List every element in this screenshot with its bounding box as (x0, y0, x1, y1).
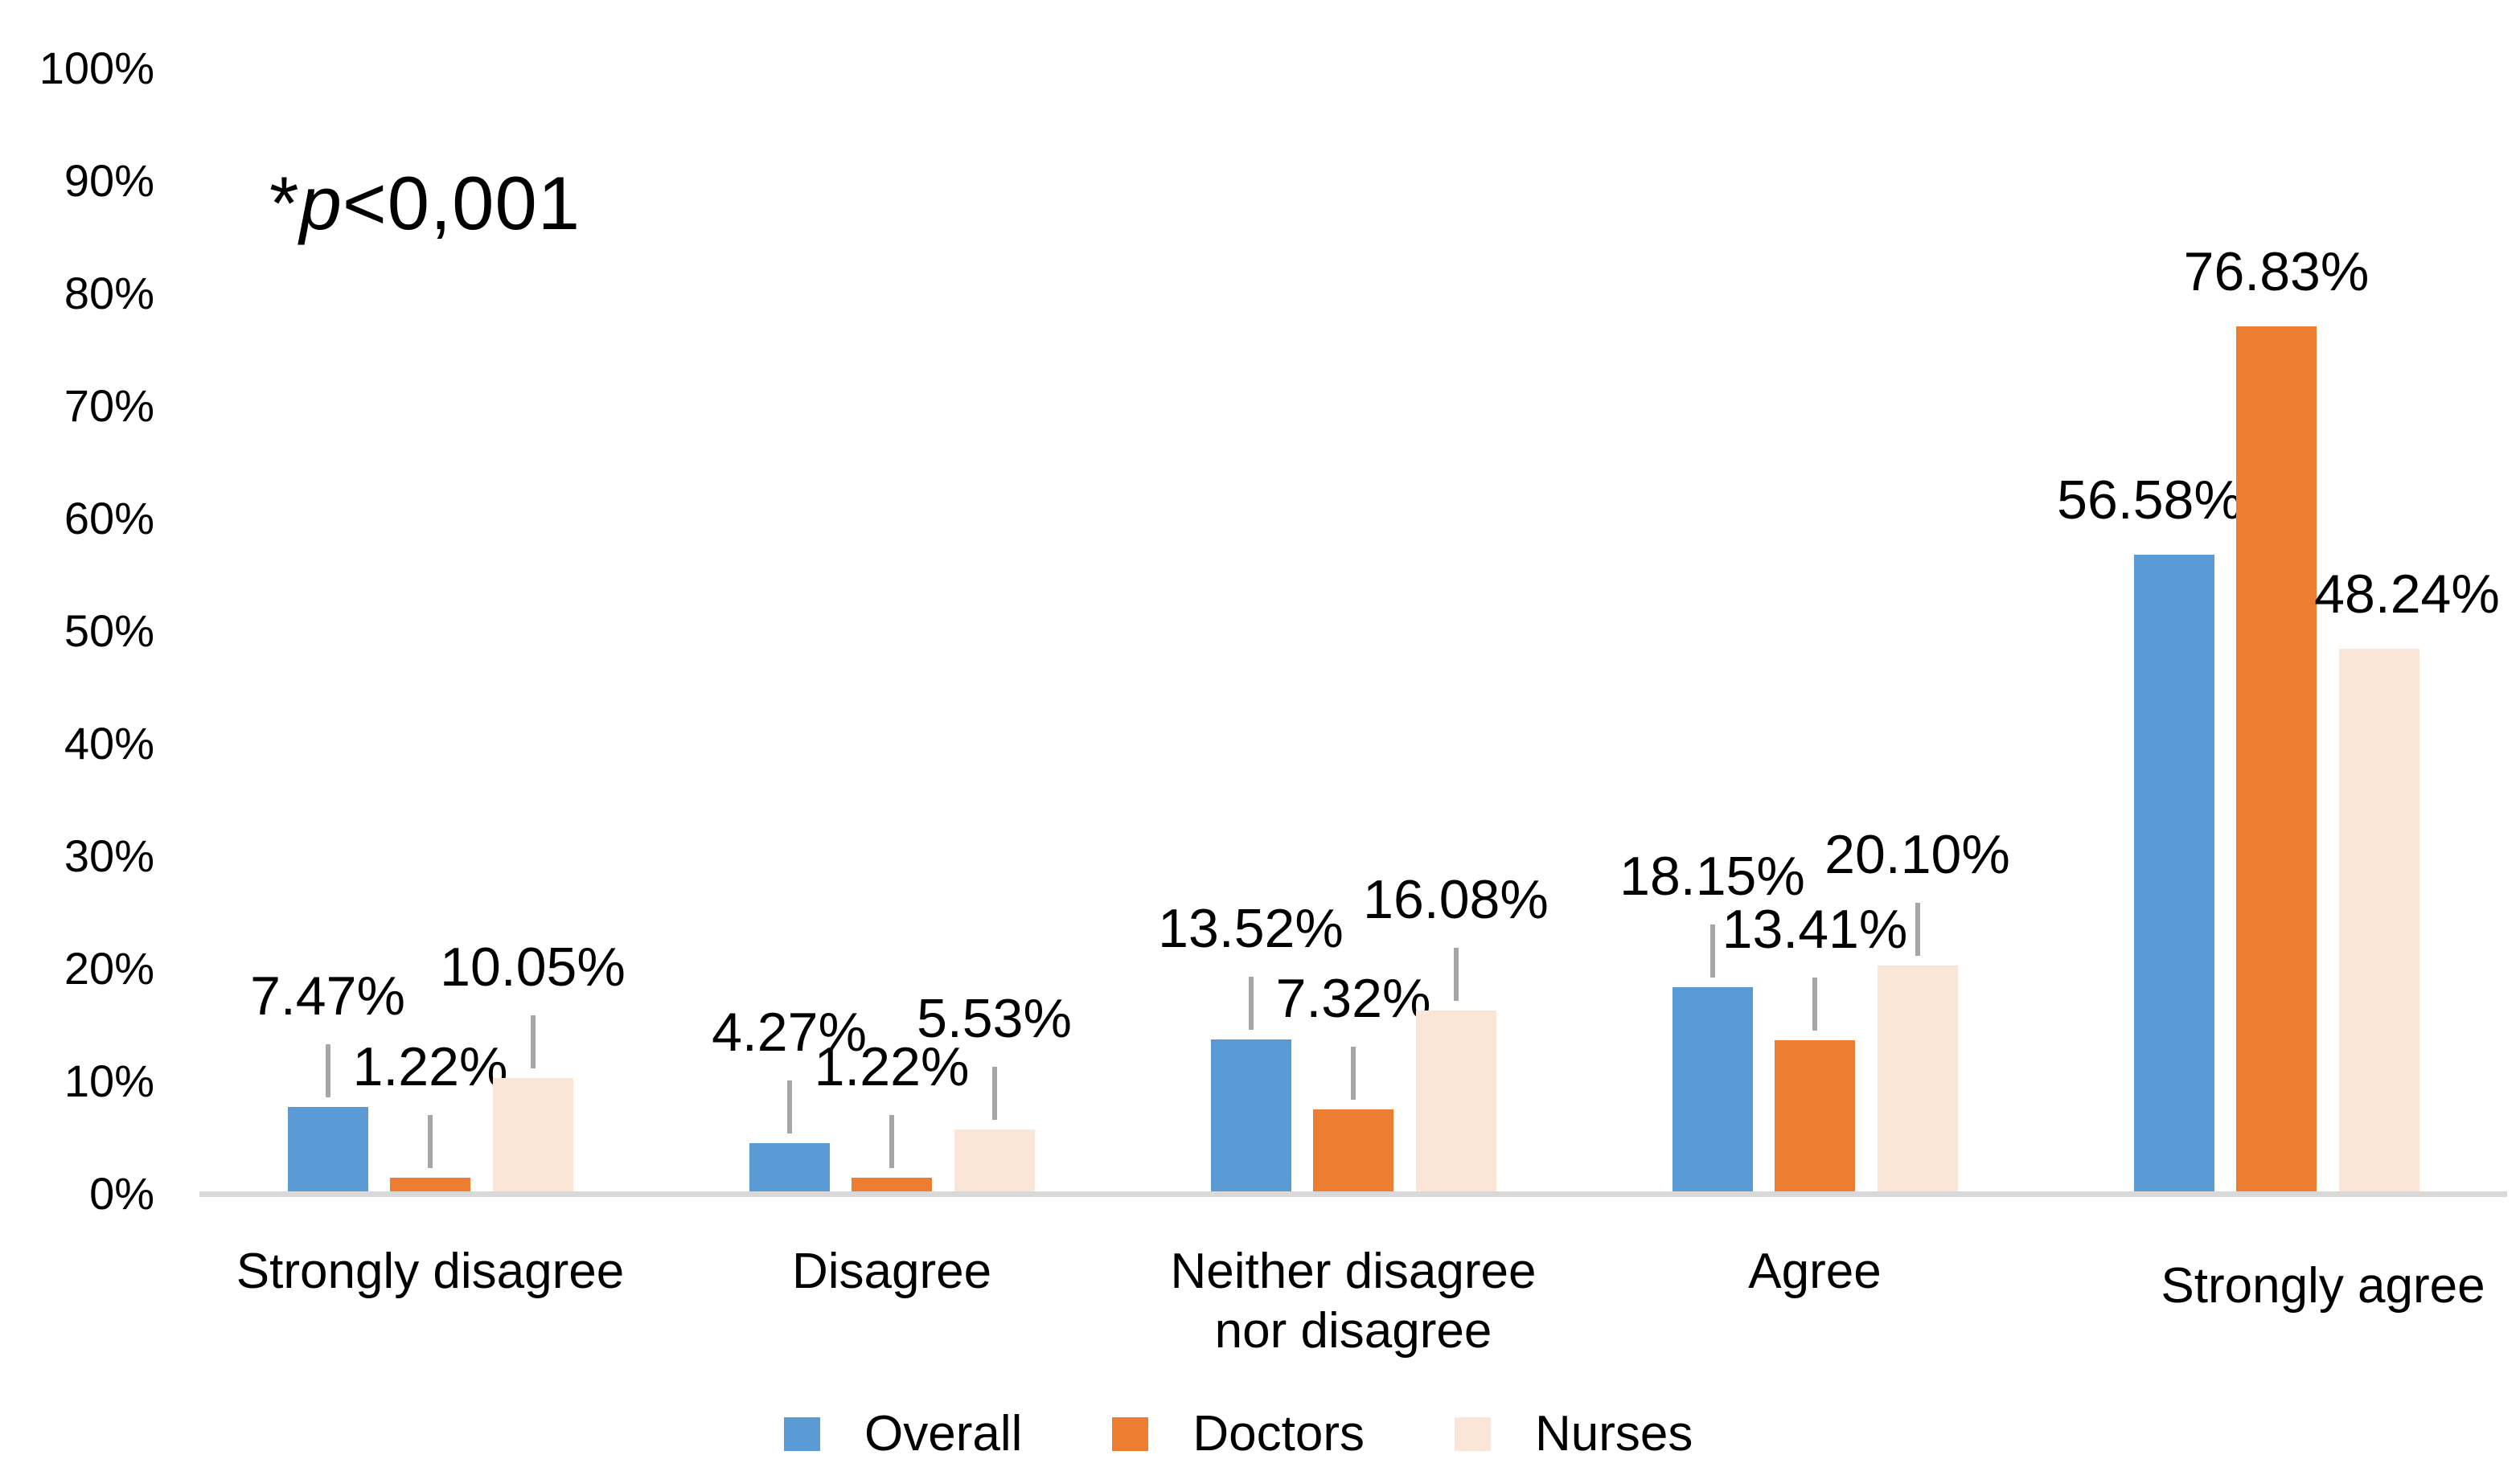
data-label-leader-line (1248, 976, 1254, 1030)
data-label-leader-line (1915, 902, 1920, 956)
y-axis-tick-label: 0% (89, 1168, 154, 1219)
data-label-leader-line (1709, 924, 1715, 978)
y-axis-tick-label: 80% (64, 268, 154, 318)
data-label-leader-line (1351, 1046, 1356, 1100)
value-label-overall: 7.47% (250, 965, 405, 1027)
value-label-nurses: 5.53% (917, 987, 1072, 1049)
value-label-doctors: 7.32% (1275, 967, 1431, 1029)
value-label-nurses: 20.10% (1824, 823, 2010, 885)
doctors-bar-agree (1775, 1040, 1855, 1191)
data-label-leader-line (428, 1114, 433, 1168)
legend-label-overall: Overall (864, 1406, 1023, 1461)
nurses-bar-strongly-agree (2338, 648, 2419, 1191)
nurses-bar-neither-disagree-nor-disagree (1415, 1010, 1496, 1191)
data-label-leader-line (1812, 978, 1817, 1031)
p-value-annotation: *p<0,001 (269, 159, 581, 248)
value-label-overall: 4.27% (712, 1002, 867, 1064)
y-axis-tick-label: 60% (64, 493, 154, 543)
value-label-nurses: 16.08% (1363, 868, 1549, 930)
category-label-strongly-disagree: Strongly disagree (236, 1244, 625, 1299)
y-axis-tick-label: 100% (39, 43, 154, 93)
value-label-doctors: 76.83% (2183, 241, 2370, 303)
legend-swatch-overall (784, 1417, 820, 1451)
category-label-strongly-agree: Strongly agree (2161, 1258, 2485, 1314)
y-axis-tick-label: 10% (64, 1056, 154, 1106)
y-axis-tick-label: 20% (64, 943, 154, 994)
y-axis-tick-label: 70% (64, 380, 154, 431)
data-label-leader-line (991, 1066, 997, 1120)
data-label-leader-line (1453, 947, 1459, 1001)
legend-label-nurses: Nurses (1535, 1406, 1693, 1461)
category-label-disagree: Disagree (791, 1244, 992, 1299)
y-axis-tick-label: 50% (64, 605, 154, 656)
legend-swatch-doctors (1112, 1417, 1149, 1451)
x-axis-baseline (199, 1191, 2507, 1197)
value-label-doctors: 13.41% (1722, 899, 1908, 961)
legend-swatch-nurses (1455, 1417, 1491, 1451)
legend: Overall Doctors Nurses (784, 1405, 1783, 1463)
doctors-bar-disagree (852, 1177, 932, 1191)
legend-item-doctors: Doctors (1112, 1405, 1365, 1463)
annotation-value: <0,001 (342, 161, 581, 245)
legend-item-overall: Overall (784, 1405, 1022, 1463)
data-label-leader-line (325, 1044, 330, 1098)
doctors-bar-strongly-disagree (390, 1177, 470, 1191)
value-label-overall: 56.58% (2057, 469, 2243, 531)
overall-bar-neither-disagree-nor-disagree (1210, 1039, 1291, 1191)
legend-label-doctors: Doctors (1192, 1406, 1365, 1461)
annotation-p-symbol: p (299, 161, 343, 245)
data-label-leader-line (786, 1080, 792, 1134)
value-label-overall: 13.52% (1158, 897, 1344, 959)
doctors-bar-strongly-agree (2236, 326, 2317, 1191)
annotation-star: * (269, 161, 300, 245)
overall-bar-agree (1672, 986, 1753, 1191)
value-label-overall: 18.15% (1619, 845, 1805, 907)
nurses-bar-agree (1877, 965, 1958, 1191)
data-label-leader-line (889, 1114, 894, 1168)
overall-bar-strongly-disagree (287, 1107, 368, 1191)
value-label-nurses: 48.24% (2314, 563, 2500, 625)
value-label-nurses: 10.05% (440, 937, 626, 998)
nurses-bar-strongly-disagree (492, 1078, 573, 1191)
category-label-agree: Agree (1748, 1244, 1882, 1299)
legend-item-nurses: Nurses (1455, 1405, 1693, 1463)
overall-bar-disagree (749, 1143, 830, 1191)
nurses-bar-disagree (954, 1129, 1035, 1191)
y-axis-tick-label: 30% (64, 830, 154, 881)
y-axis-tick-label: 40% (64, 718, 154, 769)
overall-bar-strongly-agree (2133, 554, 2214, 1191)
data-label-leader-line (530, 1015, 536, 1069)
y-axis-tick-label: 90% (64, 155, 154, 206)
value-label-doctors: 1.22% (814, 1035, 970, 1097)
doctors-bar-neither-disagree-nor-disagree (1313, 1109, 1393, 1191)
category-label-neither-disagree-nor-disagree: Neither disagree nor disagree (1170, 1244, 1537, 1359)
value-label-doctors: 1.22% (352, 1035, 508, 1097)
